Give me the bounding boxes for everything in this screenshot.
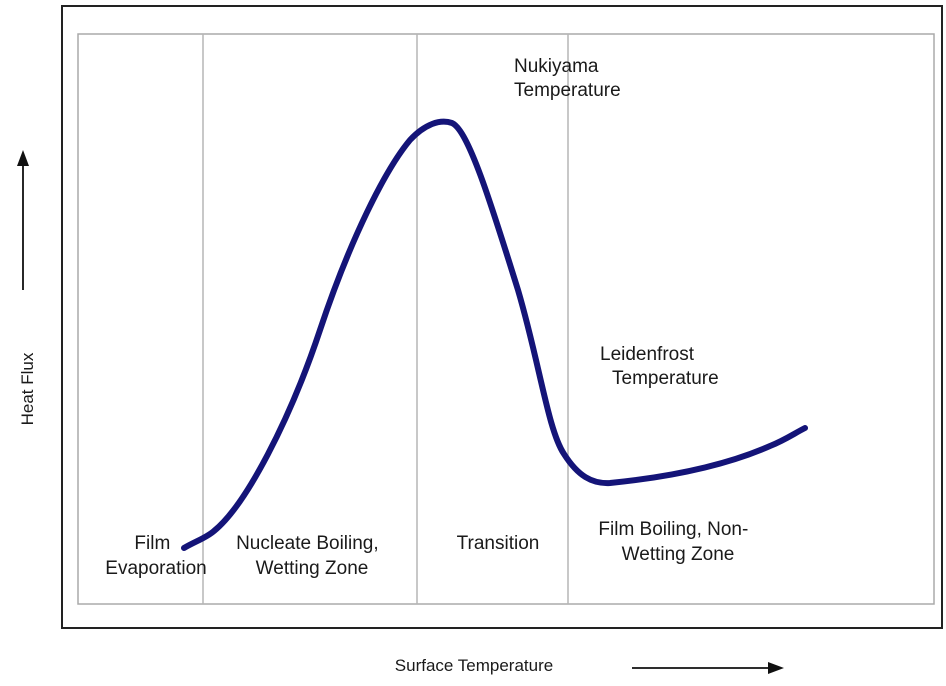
x-axis-arrowhead — [768, 662, 784, 674]
nucleate-boiling-line1: Nucleate Boiling, — [236, 533, 379, 554]
nukiyama-label-line2: Temperature — [514, 80, 621, 101]
boiling-curve — [181, 118, 808, 551]
film-evaporation-line2: Evaporation — [105, 558, 206, 579]
y-axis-label: Heat Flux — [18, 352, 37, 425]
film-boiling-label: Film Boiling, Non- Wetting Zone — [598, 519, 753, 565]
film-evaporation-label: Film Evaporation — [105, 533, 206, 579]
leidenfrost-label-line1: Leidenfrost — [600, 344, 695, 365]
nukiyama-label-line1: Nukiyama — [514, 56, 599, 77]
x-axis-label: Surface Temperature — [395, 656, 553, 675]
plot-area — [77, 33, 935, 605]
film-boiling-line2: Wetting Zone — [622, 544, 735, 565]
film-boiling-line1: Film Boiling, Non- — [598, 519, 748, 540]
leidenfrost-label: Leidenfrost Temperature — [600, 344, 719, 389]
leidenfrost-label-line2: Temperature — [612, 368, 719, 389]
nucleate-boiling-line2: Wetting Zone — [256, 558, 369, 579]
transition-label: Transition — [457, 533, 540, 554]
film-evaporation-line1: Film — [134, 533, 170, 554]
transition-line1: Transition — [457, 533, 540, 554]
nucleate-boiling-label: Nucleate Boiling, Wetting Zone — [236, 533, 384, 579]
y-axis-arrowhead — [17, 150, 29, 166]
nukiyama-label: Nukiyama Temperature — [514, 56, 621, 101]
